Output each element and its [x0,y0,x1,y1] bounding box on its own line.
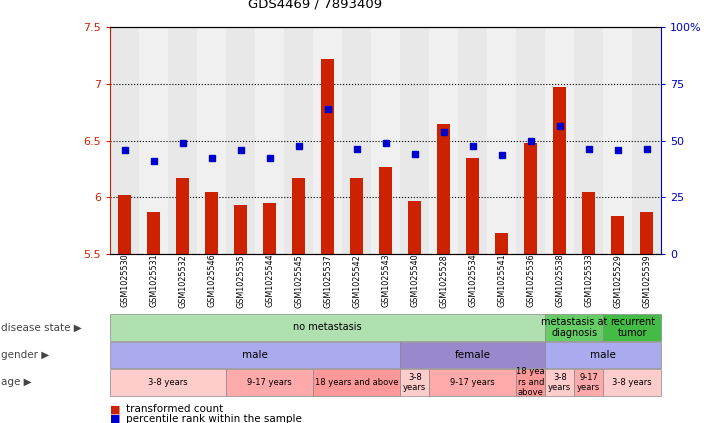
Text: metastasis at
diagnosis: metastasis at diagnosis [541,316,607,338]
Text: 3-8 years: 3-8 years [612,378,652,387]
Bar [487,27,516,254]
Bar [582,192,595,254]
Text: GDS4469 / 7893409: GDS4469 / 7893409 [248,0,382,11]
Bar [458,27,487,254]
Bar [611,217,624,254]
Text: female: female [455,350,491,360]
Bar [147,212,160,254]
Bar [321,59,334,254]
Bar [640,212,653,254]
Bar [545,27,574,254]
Text: 9-17
years: 9-17 years [577,373,600,392]
Bar [408,201,421,254]
Text: ■: ■ [110,414,121,423]
Bar [226,27,255,254]
Text: percentile rank within the sample: percentile rank within the sample [126,414,301,423]
Text: age ▶: age ▶ [1,377,31,387]
Bar [495,233,508,254]
Bar [255,27,284,254]
Text: male: male [242,350,268,360]
Text: 3-8
years: 3-8 years [403,373,427,392]
Bar [603,27,632,254]
Bar [466,158,479,254]
Text: male: male [590,350,616,360]
Text: gender ▶: gender ▶ [1,350,49,360]
Bar [314,27,342,254]
Bar [197,27,226,254]
Bar [110,27,139,254]
Bar [118,195,132,254]
Text: 9-17 years: 9-17 years [247,378,292,387]
Bar [574,27,603,254]
Bar [371,27,400,254]
Bar [292,178,305,254]
Text: 9-17 years: 9-17 years [450,378,495,387]
Bar [524,143,538,254]
Bar [632,27,661,254]
Bar [437,124,450,254]
Bar [379,167,392,254]
Bar [400,27,429,254]
Text: 18 yea
rs and
above: 18 yea rs and above [516,368,545,397]
Bar [263,203,277,254]
Bar [284,27,314,254]
Bar [139,27,169,254]
Text: recurrent
tumor: recurrent tumor [609,316,655,338]
Text: no metastasis: no metastasis [294,322,362,332]
Bar [553,88,566,254]
Bar [351,178,363,254]
Bar [429,27,458,254]
Text: disease state ▶: disease state ▶ [1,322,82,332]
Text: ■: ■ [110,404,121,415]
Text: transformed count: transformed count [126,404,223,415]
Bar [342,27,371,254]
Text: 18 years and above: 18 years and above [315,378,398,387]
Bar [234,205,247,254]
Text: 3-8
years: 3-8 years [548,373,572,392]
Text: 3-8 years: 3-8 years [149,378,188,387]
Bar [205,192,218,254]
Bar [516,27,545,254]
Bar [169,27,197,254]
Bar [176,178,189,254]
